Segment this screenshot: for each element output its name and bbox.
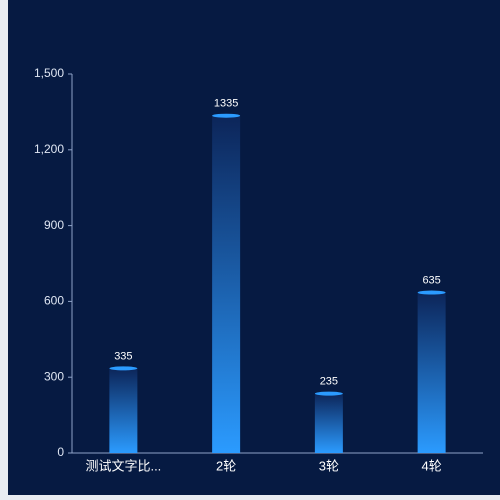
bar (212, 115, 241, 453)
data-label: 335 (114, 350, 132, 362)
bar-cap (314, 391, 343, 396)
y-tick-label: 900 (44, 218, 64, 232)
chart: 0 300 600 900 1,200 1,500 测试文字比... 335 2轮 1335 3轮 2… (8, 0, 500, 495)
bar-cap (212, 113, 241, 118)
y-tick-label: 1,500 (34, 66, 64, 80)
data-label: 1335 (214, 98, 238, 110)
x-tick-label: 测试文字比... (85, 458, 161, 473)
bar (417, 292, 446, 453)
data-label: 635 (422, 274, 440, 286)
y-tick-label: 300 (44, 369, 64, 383)
y-tick-label: 600 (44, 294, 64, 308)
bar (109, 368, 138, 453)
bar (314, 393, 343, 453)
y-tick-label: 0 (57, 445, 64, 459)
bar-cap (109, 366, 138, 371)
bar-cap (417, 290, 446, 295)
x-tick-label: 2轮 (216, 458, 236, 473)
x-tick-label: 3轮 (319, 458, 339, 473)
y-tick-label: 1,200 (34, 142, 64, 156)
data-label: 235 (320, 376, 338, 388)
x-tick-label: 4轮 (422, 458, 442, 473)
